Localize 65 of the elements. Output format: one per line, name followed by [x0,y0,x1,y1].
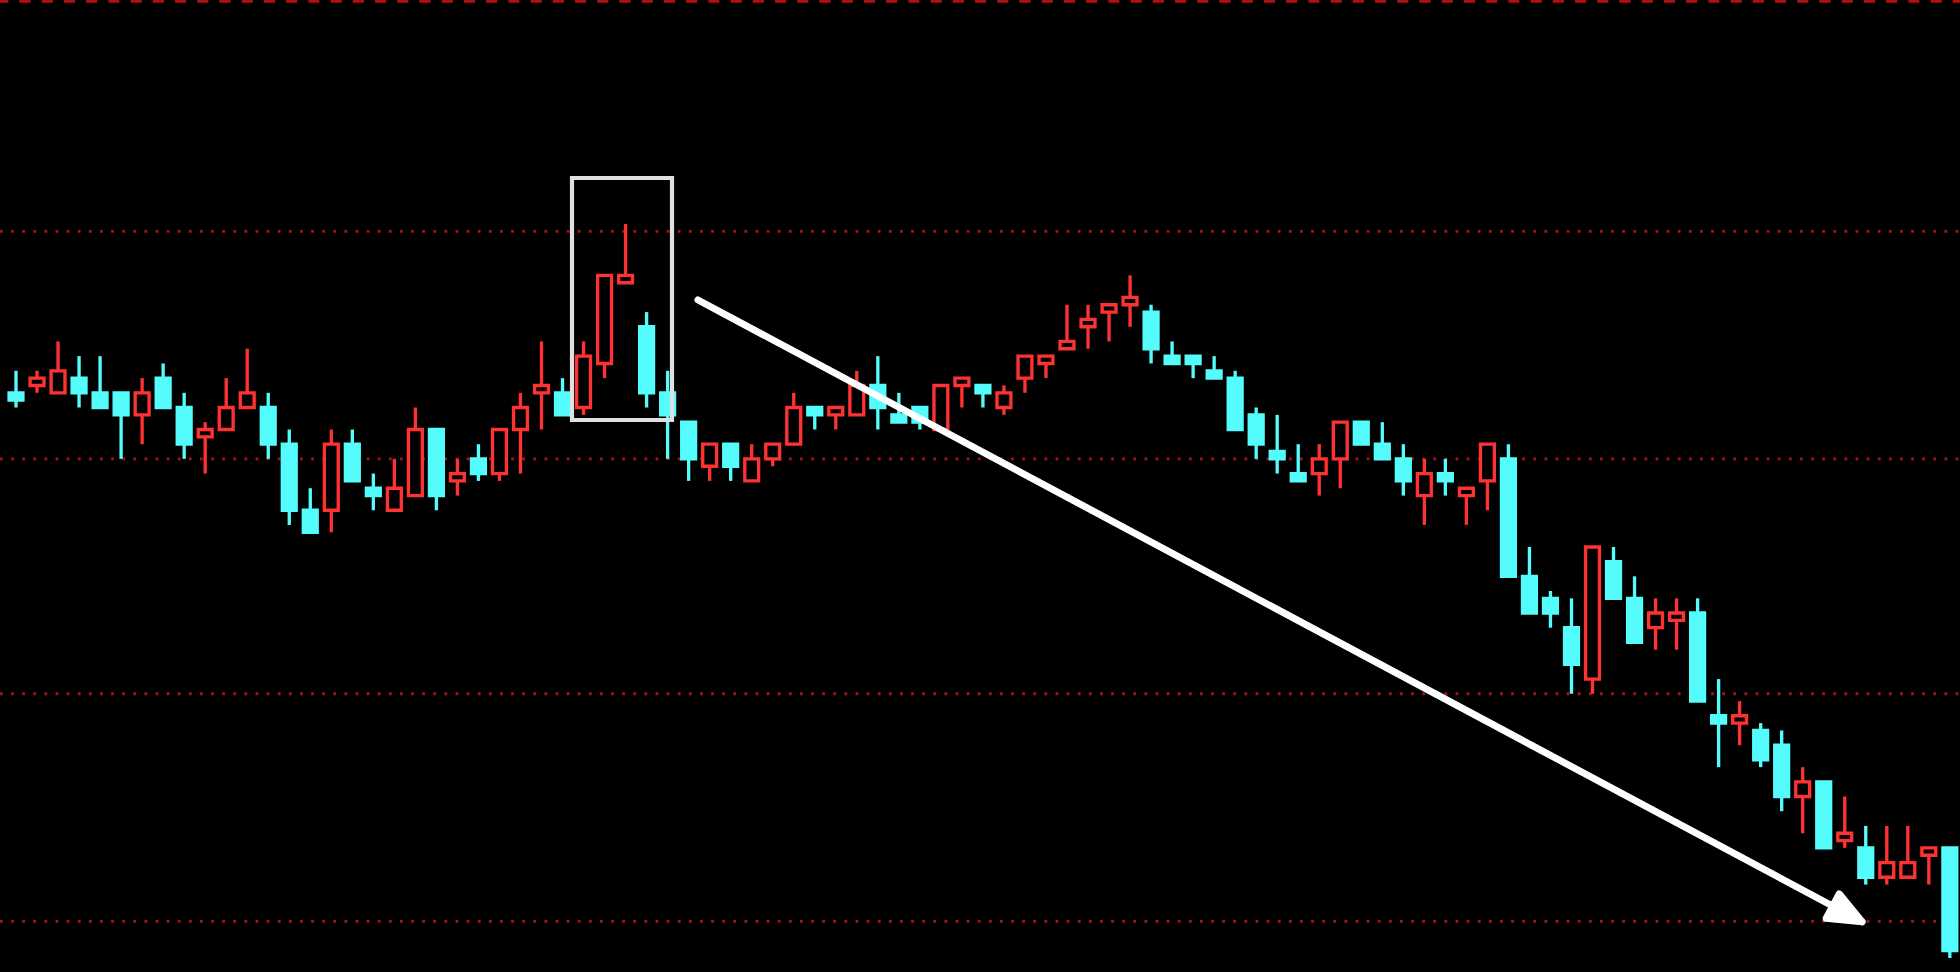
candlestick [953,376,971,410]
candlestick [806,405,824,432]
candlestick [1562,596,1581,696]
candlestick [1184,354,1202,380]
candlestick [238,347,256,410]
candlestick [301,486,319,534]
candlestick [1142,303,1160,366]
candlestick [196,420,214,476]
candlestick [1520,545,1539,615]
candlestick [1289,442,1307,483]
candlestick [764,442,782,468]
candlestick [1899,824,1917,879]
candlestick [1794,765,1812,835]
candlestick [553,376,572,417]
candlestick [1163,339,1181,366]
candlestick [995,383,1013,417]
candlestick [890,391,908,424]
candlestick [511,391,530,476]
candlestick [1310,442,1328,498]
candlestick [448,457,467,498]
candlestick [1079,303,1097,351]
candlestick [1373,420,1391,461]
candlestick [1667,596,1686,652]
candlestick [259,391,277,461]
candlestick [1731,699,1749,747]
candlestick [1604,545,1623,601]
candlestick [1058,303,1076,351]
candlestick [680,420,698,483]
candlestick [722,442,740,483]
candlestick [1836,794,1854,850]
candlestick [1878,824,1896,887]
candlestick [1752,721,1770,769]
candlestick [827,405,845,432]
candlestick [1415,457,1433,527]
candlestick [1247,405,1265,461]
candlestick [1478,442,1497,512]
candlestick [343,427,361,483]
candlestick [743,442,761,483]
candlestick [785,391,803,446]
candlestick [1457,486,1475,527]
candlestick [701,442,719,483]
candlestick [974,383,992,410]
candlestick [1268,413,1286,476]
candlestick [1646,596,1665,652]
candlestick [490,427,509,483]
candlestick [532,339,551,432]
candlestick [616,222,635,285]
candlestick [1205,354,1223,380]
candlestick [154,361,172,410]
candlestick [1625,574,1644,645]
candlestick [1394,442,1412,498]
candlestick [175,391,193,461]
candlestick [1352,420,1370,446]
candlestick [385,457,403,512]
candlestick [1710,677,1728,769]
candlestick [1331,420,1349,490]
candlestick [1920,846,1938,887]
candlestick [7,369,25,410]
candlestick [469,442,488,483]
candlestick [364,471,382,512]
candlestick [1541,589,1560,630]
candlestick [1857,824,1875,887]
candlestick [217,376,235,432]
candlestick [1436,457,1454,498]
candlestick [133,376,151,446]
